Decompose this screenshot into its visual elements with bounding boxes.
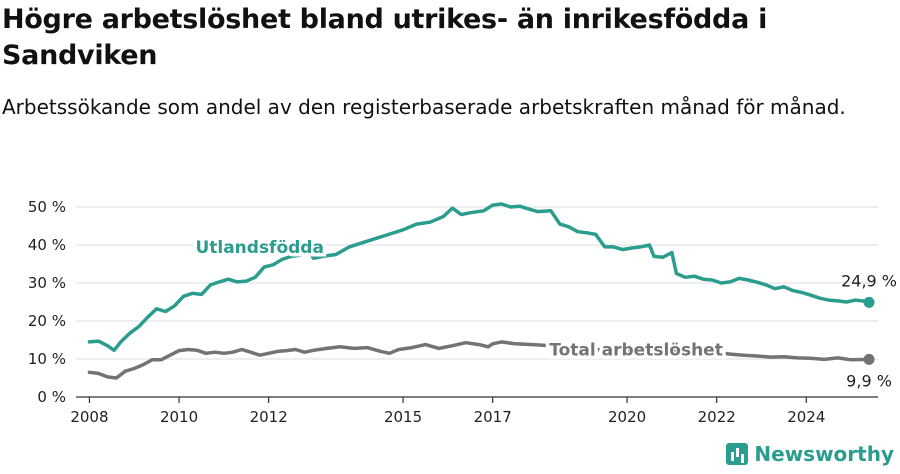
series-end-label: 24,9 %	[841, 271, 897, 290]
y-axis-ticks: 0 % 10 % 20 % 30 % 40 % 50 %	[28, 198, 66, 406]
x-tick-label: 2022	[698, 408, 736, 426]
chart-title: Högre arbetslöshet bland utrikes- än inr…	[2, 4, 768, 71]
brand-logo: Newsworthy	[726, 442, 894, 466]
chart-subtitle: Arbetssökande som andel av den registerb…	[2, 95, 846, 119]
series-end-point	[863, 296, 875, 308]
gridlines	[76, 206, 878, 360]
y-tick-label: 10 %	[28, 350, 66, 368]
x-axis-ticks: 2008 2010 2012 2015 2017 2020 2022 2024	[70, 397, 825, 426]
x-tick-label: 2010	[160, 408, 198, 426]
x-tick-label: 2008	[70, 408, 108, 426]
newsworthy-icon	[726, 443, 749, 465]
series-end-label: 9,9 %	[846, 371, 892, 390]
series-line	[87, 340, 871, 380]
series-line	[87, 202, 871, 353]
y-tick-label: 30 %	[28, 274, 66, 292]
x-tick-label: 2024	[787, 408, 825, 426]
series-name-label: Total arbetslöshet	[549, 341, 723, 361]
x-tick-label: 2017	[474, 408, 512, 426]
x-tick-label: 2020	[608, 408, 646, 426]
series-labels: Utlandsfödda Total arbetslöshet 24,9 % 9,9 …	[192, 234, 897, 390]
y-tick-label: 50 %	[28, 198, 66, 216]
series-name-label: Utlandsfödda	[195, 238, 324, 258]
y-tick-label: 20 %	[28, 312, 66, 330]
x-tick-label: 2012	[250, 408, 288, 426]
y-tick-label: 40 %	[28, 236, 66, 254]
x-tick-label: 2015	[384, 408, 422, 426]
series-layer	[87, 202, 875, 380]
y-tick-label: 0 %	[37, 388, 66, 406]
series-end-point	[863, 353, 875, 365]
brand-name: Newsworthy	[754, 442, 894, 466]
